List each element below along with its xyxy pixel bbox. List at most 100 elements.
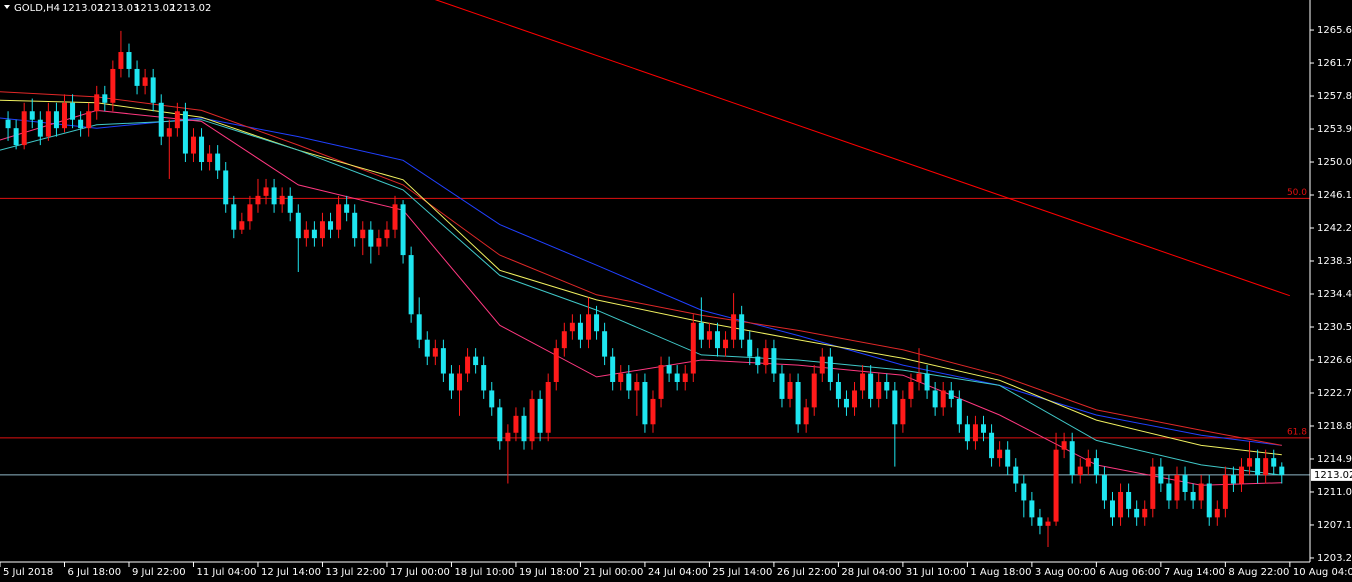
candle-body [223, 170, 229, 205]
x-tick-label: 8 Aug 22:00 [1228, 567, 1289, 578]
candle-body [545, 381, 551, 433]
candle-body [392, 204, 398, 230]
candle-body [424, 339, 430, 357]
candle-body [666, 365, 672, 374]
candle-body [1238, 466, 1244, 484]
y-tick-label: 1207.10 [1317, 520, 1352, 531]
candle-body [569, 322, 575, 332]
y-tick-label: 1211.00 [1317, 487, 1352, 498]
candle-body [731, 314, 737, 340]
candle-body [21, 111, 27, 146]
candle-body [860, 373, 866, 391]
candle-body [328, 221, 334, 230]
candle-body [1263, 458, 1269, 476]
x-tick-label: 26 Jul 22:00 [777, 567, 837, 578]
candle-body [521, 415, 527, 442]
candle-body [247, 204, 253, 222]
symbol: GOLD,H4 [14, 3, 60, 14]
candle-body [352, 212, 358, 239]
candle-body [981, 424, 987, 433]
candle-body [166, 128, 172, 137]
candle-body [1279, 466, 1285, 475]
y-tick-label: 1234.40 [1317, 289, 1352, 300]
y-tick-label: 1265.60 [1317, 25, 1352, 36]
x-tick-label: 17 Jul 00:00 [390, 567, 450, 578]
y-tick-label: 1250.00 [1317, 157, 1352, 168]
candle-body [303, 229, 309, 239]
candle-body [158, 102, 164, 137]
candle-body [1045, 521, 1051, 526]
candle-body [626, 373, 632, 391]
candle-body [1053, 449, 1059, 522]
y-tick-label: 1203.20 [1317, 553, 1352, 564]
candle-body [1150, 466, 1156, 509]
candle-body [1005, 449, 1011, 467]
candle-body [1093, 458, 1099, 476]
candle-body [182, 111, 188, 154]
x-tick-label: 18 Jul 10:00 [454, 567, 514, 578]
candle-body [207, 153, 213, 163]
x-tick-label: 24 Jul 04:00 [648, 567, 708, 578]
x-tick-label: 21 Jul 00:00 [583, 567, 643, 578]
candle-body [505, 432, 511, 442]
candle-body [400, 204, 406, 256]
y-tick-label: 1261.70 [1317, 58, 1352, 69]
x-tick-label: 11 Jul 04:00 [196, 567, 256, 578]
x-tick-label: 13 Jul 22:00 [325, 567, 385, 578]
candle-body [70, 102, 76, 120]
x-tick-label: 3 Aug 00:00 [1035, 567, 1096, 578]
candle-body [803, 407, 809, 425]
menu-triangle[interactable] [4, 5, 10, 9]
indicator-line [0, 99, 1282, 456]
candle-body [787, 381, 793, 399]
candle-body [577, 322, 583, 340]
y-tick-label: 1257.80 [1317, 91, 1352, 102]
candle-body [618, 373, 624, 382]
candle-body [1126, 491, 1132, 509]
y-tick-label: 1253.90 [1317, 124, 1352, 135]
candle-body [706, 331, 712, 340]
candle-body [295, 212, 301, 239]
candle-body [465, 356, 471, 374]
x-tick-label: 6 Aug 06:00 [1099, 567, 1160, 578]
candle-body [1029, 500, 1035, 518]
candle-body [86, 111, 92, 129]
candle-body [13, 128, 19, 146]
candle-body [964, 424, 970, 442]
candle-body [650, 398, 656, 425]
candle-body [561, 331, 567, 349]
candle-body [1021, 483, 1027, 501]
x-tick-label: 6 Jul 18:00 [67, 567, 121, 578]
candle-body [1118, 491, 1124, 518]
candle-body [771, 348, 777, 374]
candle-body [1109, 500, 1115, 518]
last-price-box [1311, 468, 1352, 481]
candle-body [723, 339, 729, 349]
candle-body [110, 68, 116, 103]
x-tick-label: 25 Jul 14:00 [712, 567, 772, 578]
candle-body [473, 356, 479, 366]
candle-body [513, 415, 519, 433]
candle-body [53, 111, 59, 129]
candle-body [634, 381, 640, 391]
candle-body [239, 221, 245, 230]
candle-body [376, 238, 382, 247]
candle-body [1198, 483, 1204, 501]
candle-body [440, 348, 446, 374]
indicator-line [0, 119, 1282, 476]
y-tick-label: 1242.20 [1317, 223, 1352, 234]
level-label: 50.0 [1287, 188, 1307, 198]
candle-body [553, 348, 559, 382]
candle-body [763, 348, 769, 366]
candle-body [997, 449, 1003, 459]
candle-body [368, 229, 374, 247]
candle-body [1166, 483, 1172, 501]
candle-body [29, 111, 35, 120]
candle-body [916, 373, 922, 382]
y-tick-label: 1214.90 [1317, 454, 1352, 465]
candle-body [932, 390, 938, 408]
candle-body [989, 432, 995, 459]
candle-body [271, 187, 277, 205]
